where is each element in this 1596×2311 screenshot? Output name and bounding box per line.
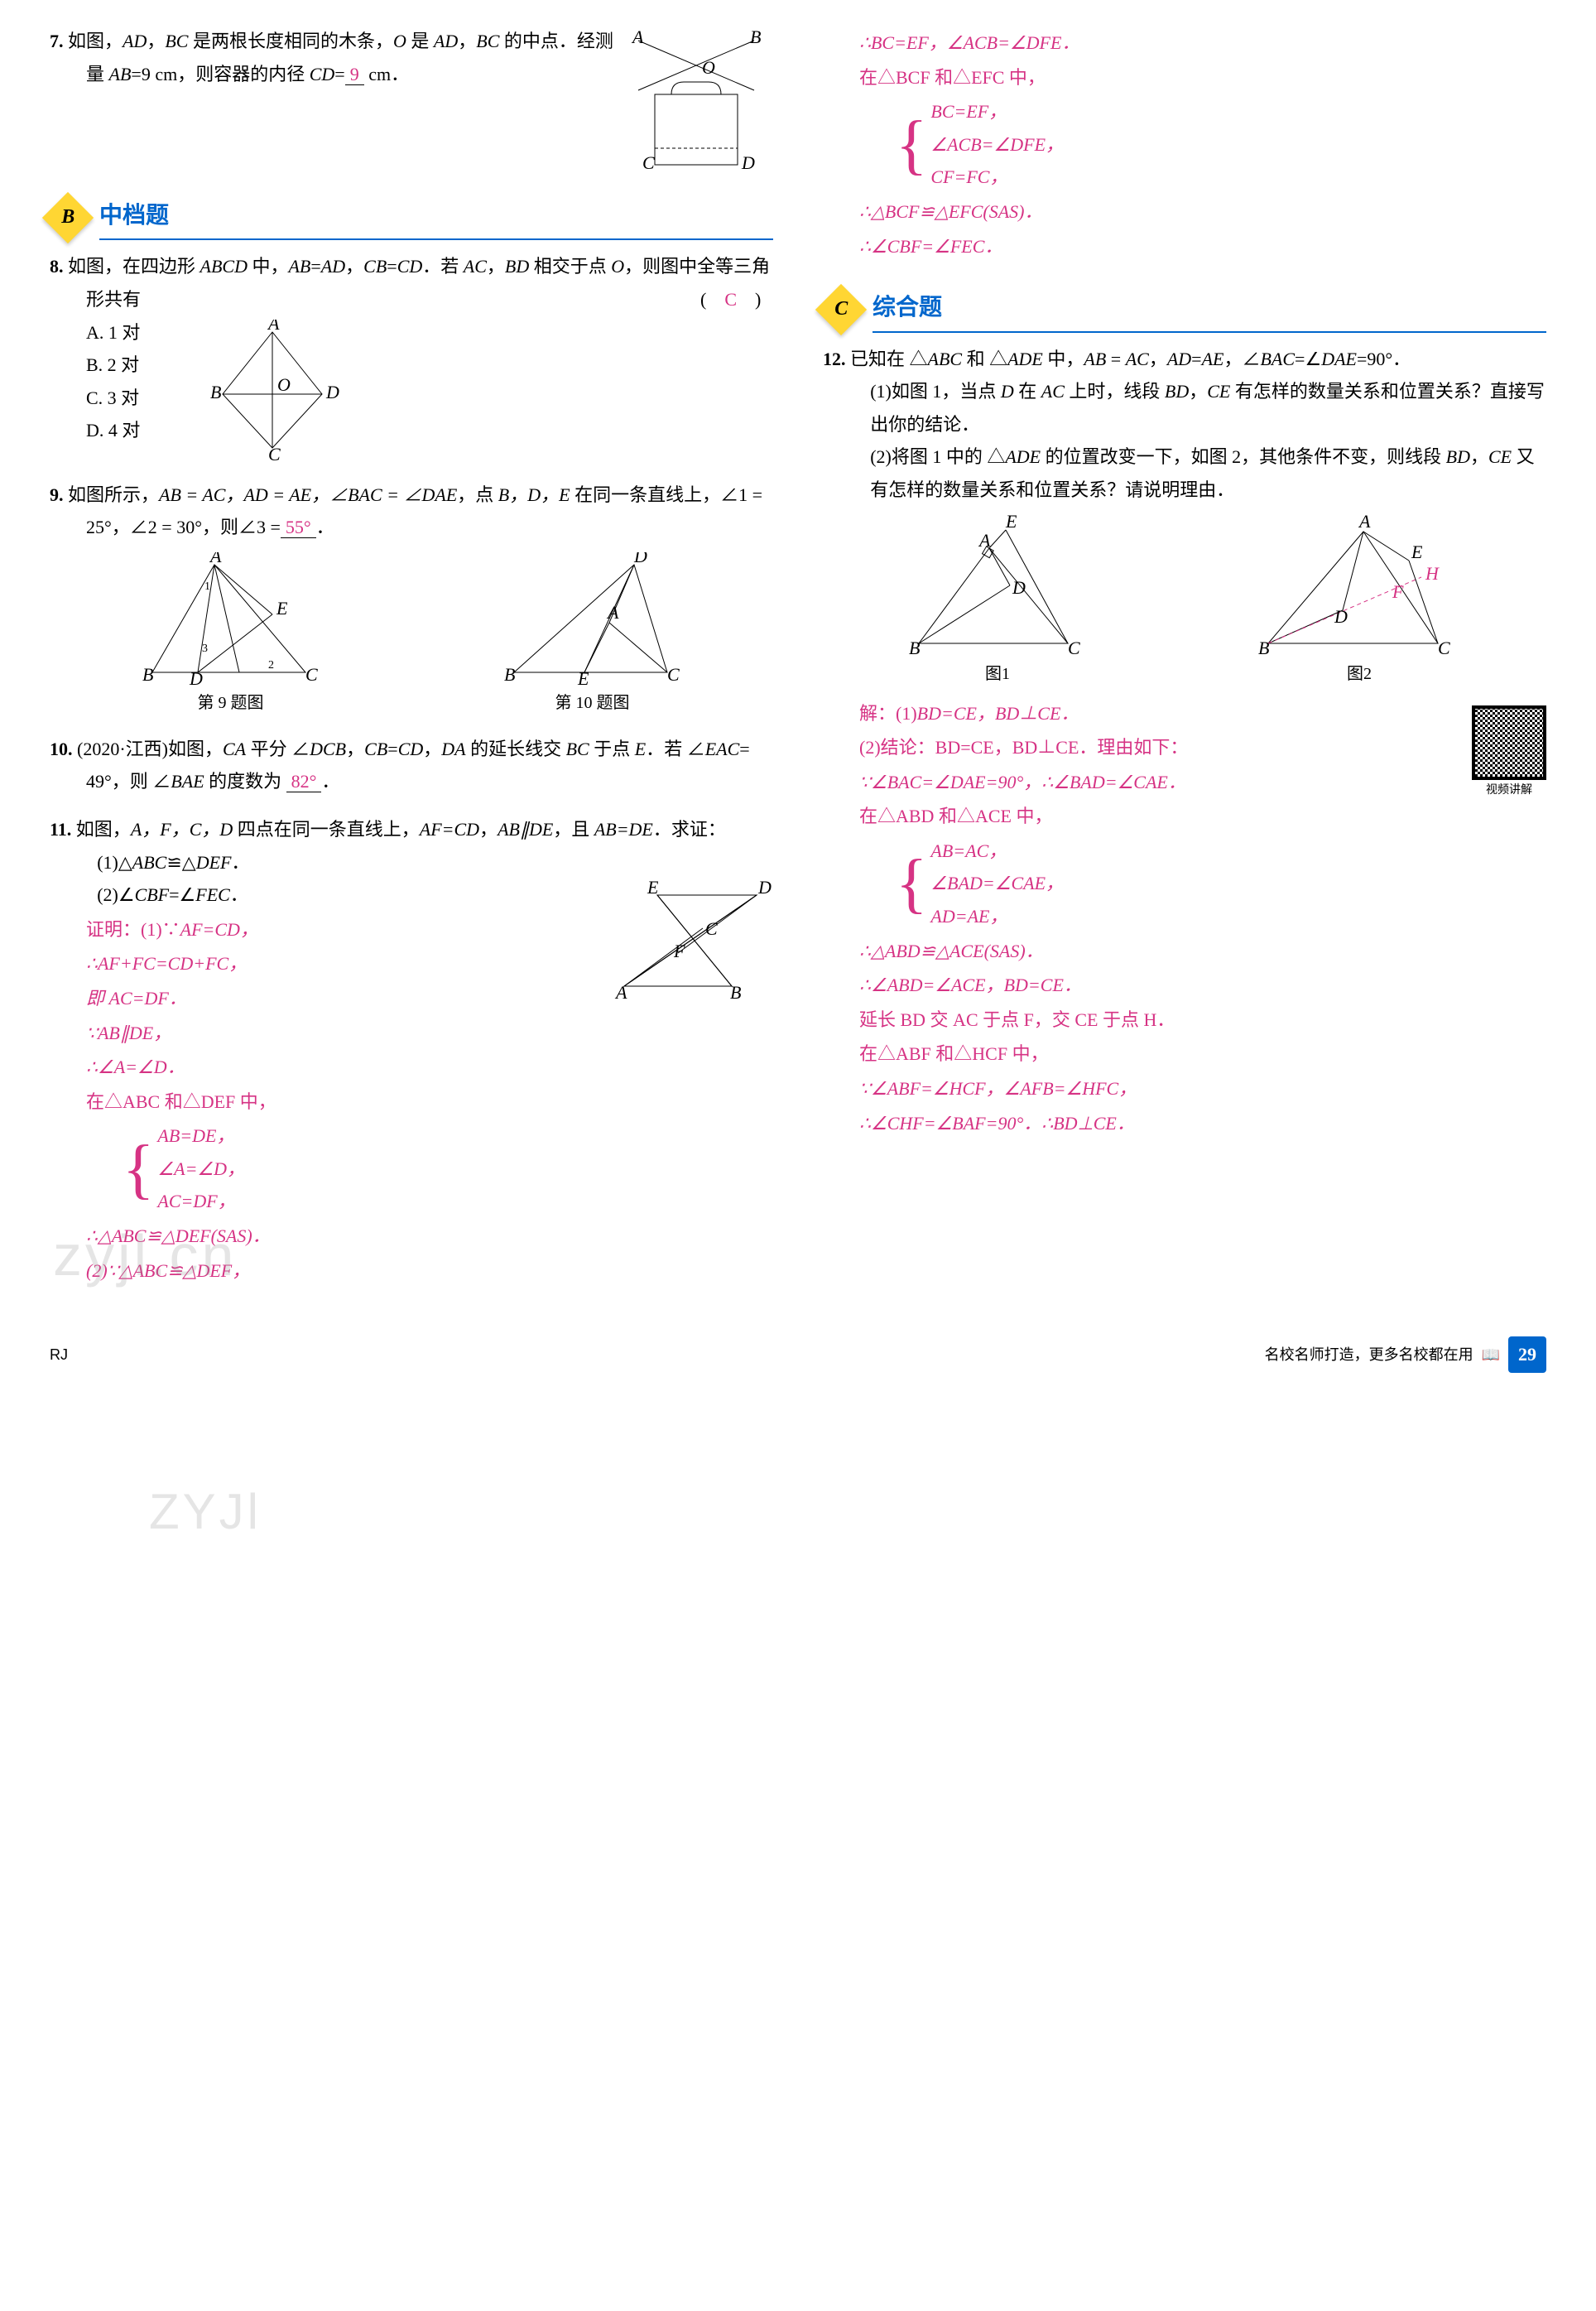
page-footer: RJ 名校名师打造，更多名校都在用 📖 29 [50, 1336, 1546, 1373]
svg-text:H: H [1425, 563, 1440, 584]
opt-c: C. 3 对 [86, 382, 140, 415]
svg-text:C: C [667, 664, 680, 685]
opt-b: B. 2 对 [86, 349, 140, 382]
svg-text:D: D [633, 552, 647, 566]
svg-text:A: A [1358, 515, 1371, 532]
title-c: 综合题 [873, 287, 1546, 332]
figure-q10: B C D A E [502, 552, 684, 685]
svg-text:D: D [757, 879, 772, 898]
svg-text:B: B [504, 664, 515, 685]
svg-text:B: B [142, 664, 153, 685]
q10-num: 10. [50, 739, 73, 759]
q12-solution: 解：(1)BD=CE，BD⊥CE． (2)结论：BD=CE，BD⊥CE．理由如下… [859, 697, 1546, 1140]
badge-b: B [42, 192, 94, 243]
figure-q8: A B C D O [190, 320, 355, 460]
svg-text:O: O [277, 374, 291, 395]
svg-text:E: E [647, 879, 659, 898]
q8-num: 8. [50, 256, 64, 277]
svg-text:B: B [210, 382, 221, 402]
svg-text:A: A [614, 982, 627, 1003]
svg-text:C: C [705, 918, 718, 939]
svg-text:B: B [909, 638, 920, 656]
svg-text:B: B [1258, 638, 1269, 656]
q7-t1: 如图， [68, 31, 123, 51]
svg-text:1: 1 [204, 580, 210, 593]
watermark-1: ZYJl [149, 1467, 262, 1557]
svg-text:C: C [1068, 638, 1080, 656]
q8-answer: C [724, 289, 737, 310]
q11-num: 11. [50, 819, 71, 840]
opt-d: D. 4 对 [86, 414, 140, 447]
label-A: A [631, 28, 644, 47]
q9-num: 9. [50, 484, 64, 505]
q11-proof-cont: ∴BC=EF，∠ACB=∠DFE． 在△BCF 和△EFC 中， { BC=EF… [859, 26, 1546, 262]
svg-text:D: D [1334, 606, 1348, 627]
svg-text:D: D [189, 668, 203, 685]
svg-text:B: B [730, 982, 741, 1003]
section-c-header: C 综合题 [823, 287, 1546, 332]
figure-q7: A B O C D [626, 28, 767, 177]
figure-q12-2: A B C D E F H [1256, 515, 1463, 656]
q8-options: A. 1 对 B. 2 对 C. 3 对 D. 4 对 [86, 316, 140, 447]
q10-answer: 82° [286, 771, 322, 792]
svg-text:2: 2 [268, 659, 274, 672]
svg-text:F: F [1392, 581, 1404, 602]
label-C: C [642, 152, 655, 173]
page-number: 29 [1508, 1336, 1546, 1373]
fig9-caption: 第 9 题图 [140, 688, 322, 718]
svg-text:E: E [577, 668, 589, 685]
svg-text:D: D [1012, 577, 1026, 598]
svg-text:D: D [325, 382, 339, 402]
svg-text:A: A [606, 602, 619, 623]
problem-10: 10. (2020·江西)如图，CA 平分 ∠DCB，CB=CD，DA 的延长线… [50, 733, 773, 798]
fig10-caption: 第 10 题图 [502, 688, 684, 718]
figure-q12-1: A B C D E [906, 515, 1089, 656]
figure-q11: A B C D E F [608, 879, 773, 1003]
footer-logo-icon: 📖 [1482, 1341, 1500, 1368]
problem-8: 8. 如图，在四边形 ABCD 中，AB=AD，CB=CD．若 AC，BD 相交… [50, 250, 773, 463]
fig1-cap: 图1 [906, 659, 1089, 689]
svg-text:E: E [1411, 542, 1423, 562]
label-B: B [750, 28, 761, 47]
problem-7: A B O C D 7. 如图，AD，BC 是两根长度相同的木条，O 是 AD，… [50, 25, 773, 181]
svg-text:A: A [978, 530, 991, 551]
q7-answer: 9 [345, 64, 364, 85]
section-b-header: B 中档题 [50, 195, 773, 240]
qr-block: 视频讲解 [1472, 705, 1546, 801]
qr-code-icon[interactable] [1472, 705, 1546, 780]
svg-text:A: A [267, 320, 280, 334]
problem-9: 9. 如图所示，AB = AC，AD = AE，∠BAC = ∠DAE，点 B，… [50, 479, 773, 718]
q7-num: 7. [50, 31, 64, 51]
svg-text:F: F [673, 941, 685, 961]
badge-c: C [815, 284, 867, 335]
footer-center: 名校名师打造，更多名校都在用 [1265, 1341, 1473, 1368]
svg-text:E: E [276, 598, 288, 619]
figure-q9: A B C D E 1 2 3 [140, 552, 322, 685]
problem-11: ZYJl 11. 如图，A，F，C，D 四点在同一条直线上，AF=CD，AB∥D… [50, 813, 773, 1288]
svg-text:C: C [305, 664, 318, 685]
svg-text:C: C [1438, 638, 1450, 656]
svg-text:E: E [1005, 515, 1017, 532]
fig2-cap: 图2 [1256, 659, 1463, 689]
svg-text:A: A [209, 552, 222, 566]
title-b: 中档题 [99, 195, 773, 240]
label-D: D [741, 152, 755, 173]
svg-text:C: C [268, 444, 281, 460]
q12-num: 12. [823, 349, 846, 369]
problem-12: 12. 已知在 △ABC 和 △ADE 中，AB = AC，AD=AE，∠BAC… [823, 343, 1546, 1142]
label-O: O [702, 57, 715, 78]
footer-left: RJ [50, 1341, 68, 1368]
svg-text:3: 3 [202, 643, 208, 655]
opt-a: A. 1 对 [86, 316, 140, 349]
q9-answer: 55° [281, 517, 316, 538]
